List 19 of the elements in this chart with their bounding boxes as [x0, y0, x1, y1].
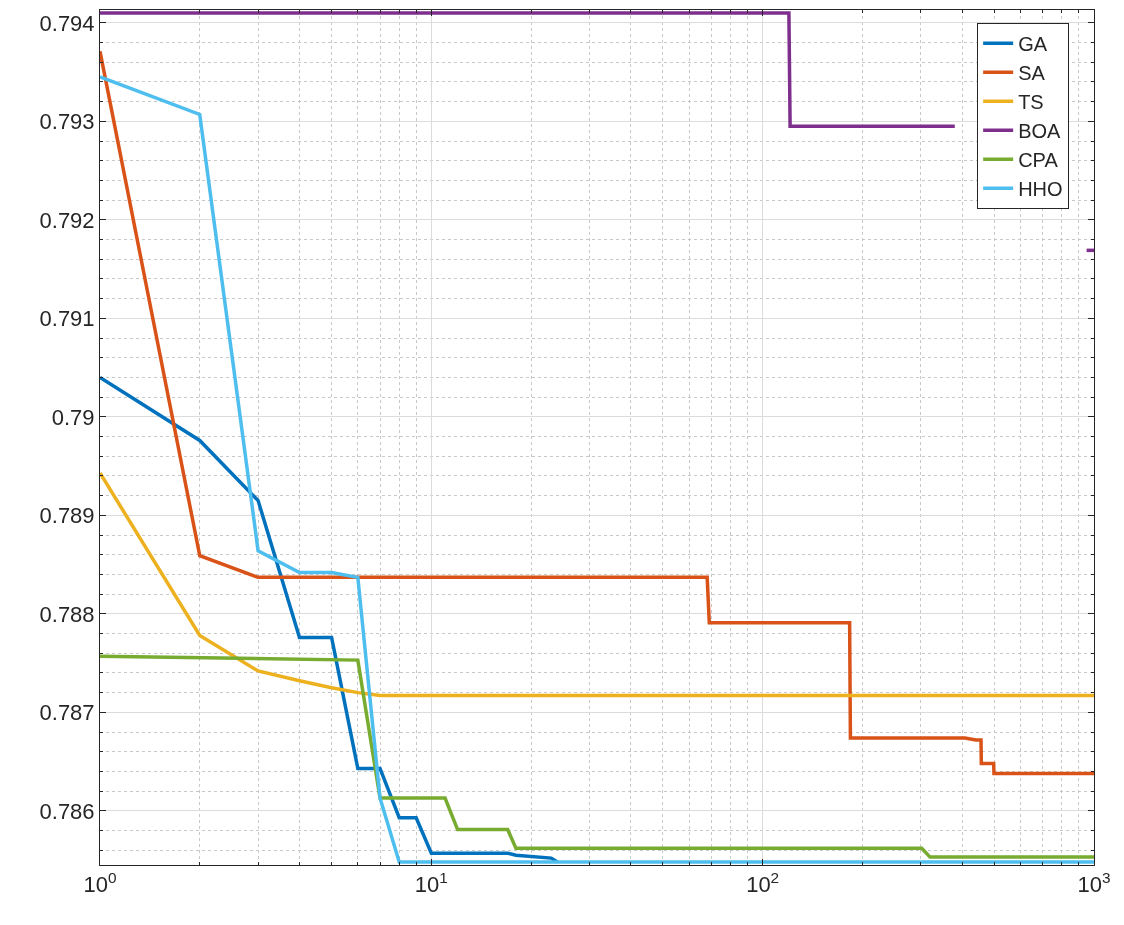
y-tick-label: 0.789 — [39, 503, 95, 529]
x-tick-label: 10$^{1}$ — [414, 869, 448, 898]
y-tick-label: 0.791 — [39, 306, 95, 332]
legend-label: SA — [1018, 62, 1046, 85]
y-tick-label: 0.788 — [39, 601, 95, 627]
legend-label: CPA — [1018, 149, 1059, 172]
legend-label: GA — [1018, 33, 1048, 56]
x-tick-label: 10$^{2}$ — [746, 869, 780, 898]
x-tick-label: 10$^{3}$ — [1077, 869, 1111, 898]
x-tick-label: 10$^{0}$ — [83, 869, 117, 898]
y-tick-label: 0.79 — [51, 404, 95, 430]
y-tick-label: 0.793 — [39, 109, 95, 135]
y-tick-label: 0.786 — [39, 798, 95, 824]
y-tick-label: 0.794 — [39, 10, 95, 36]
legend-label: BOA — [1018, 120, 1062, 143]
legend-label: TS — [1018, 91, 1044, 114]
y-tick-label: 0.792 — [39, 207, 95, 233]
y-tick-label: 0.787 — [39, 700, 95, 726]
legend-label: HHO — [1018, 178, 1063, 201]
